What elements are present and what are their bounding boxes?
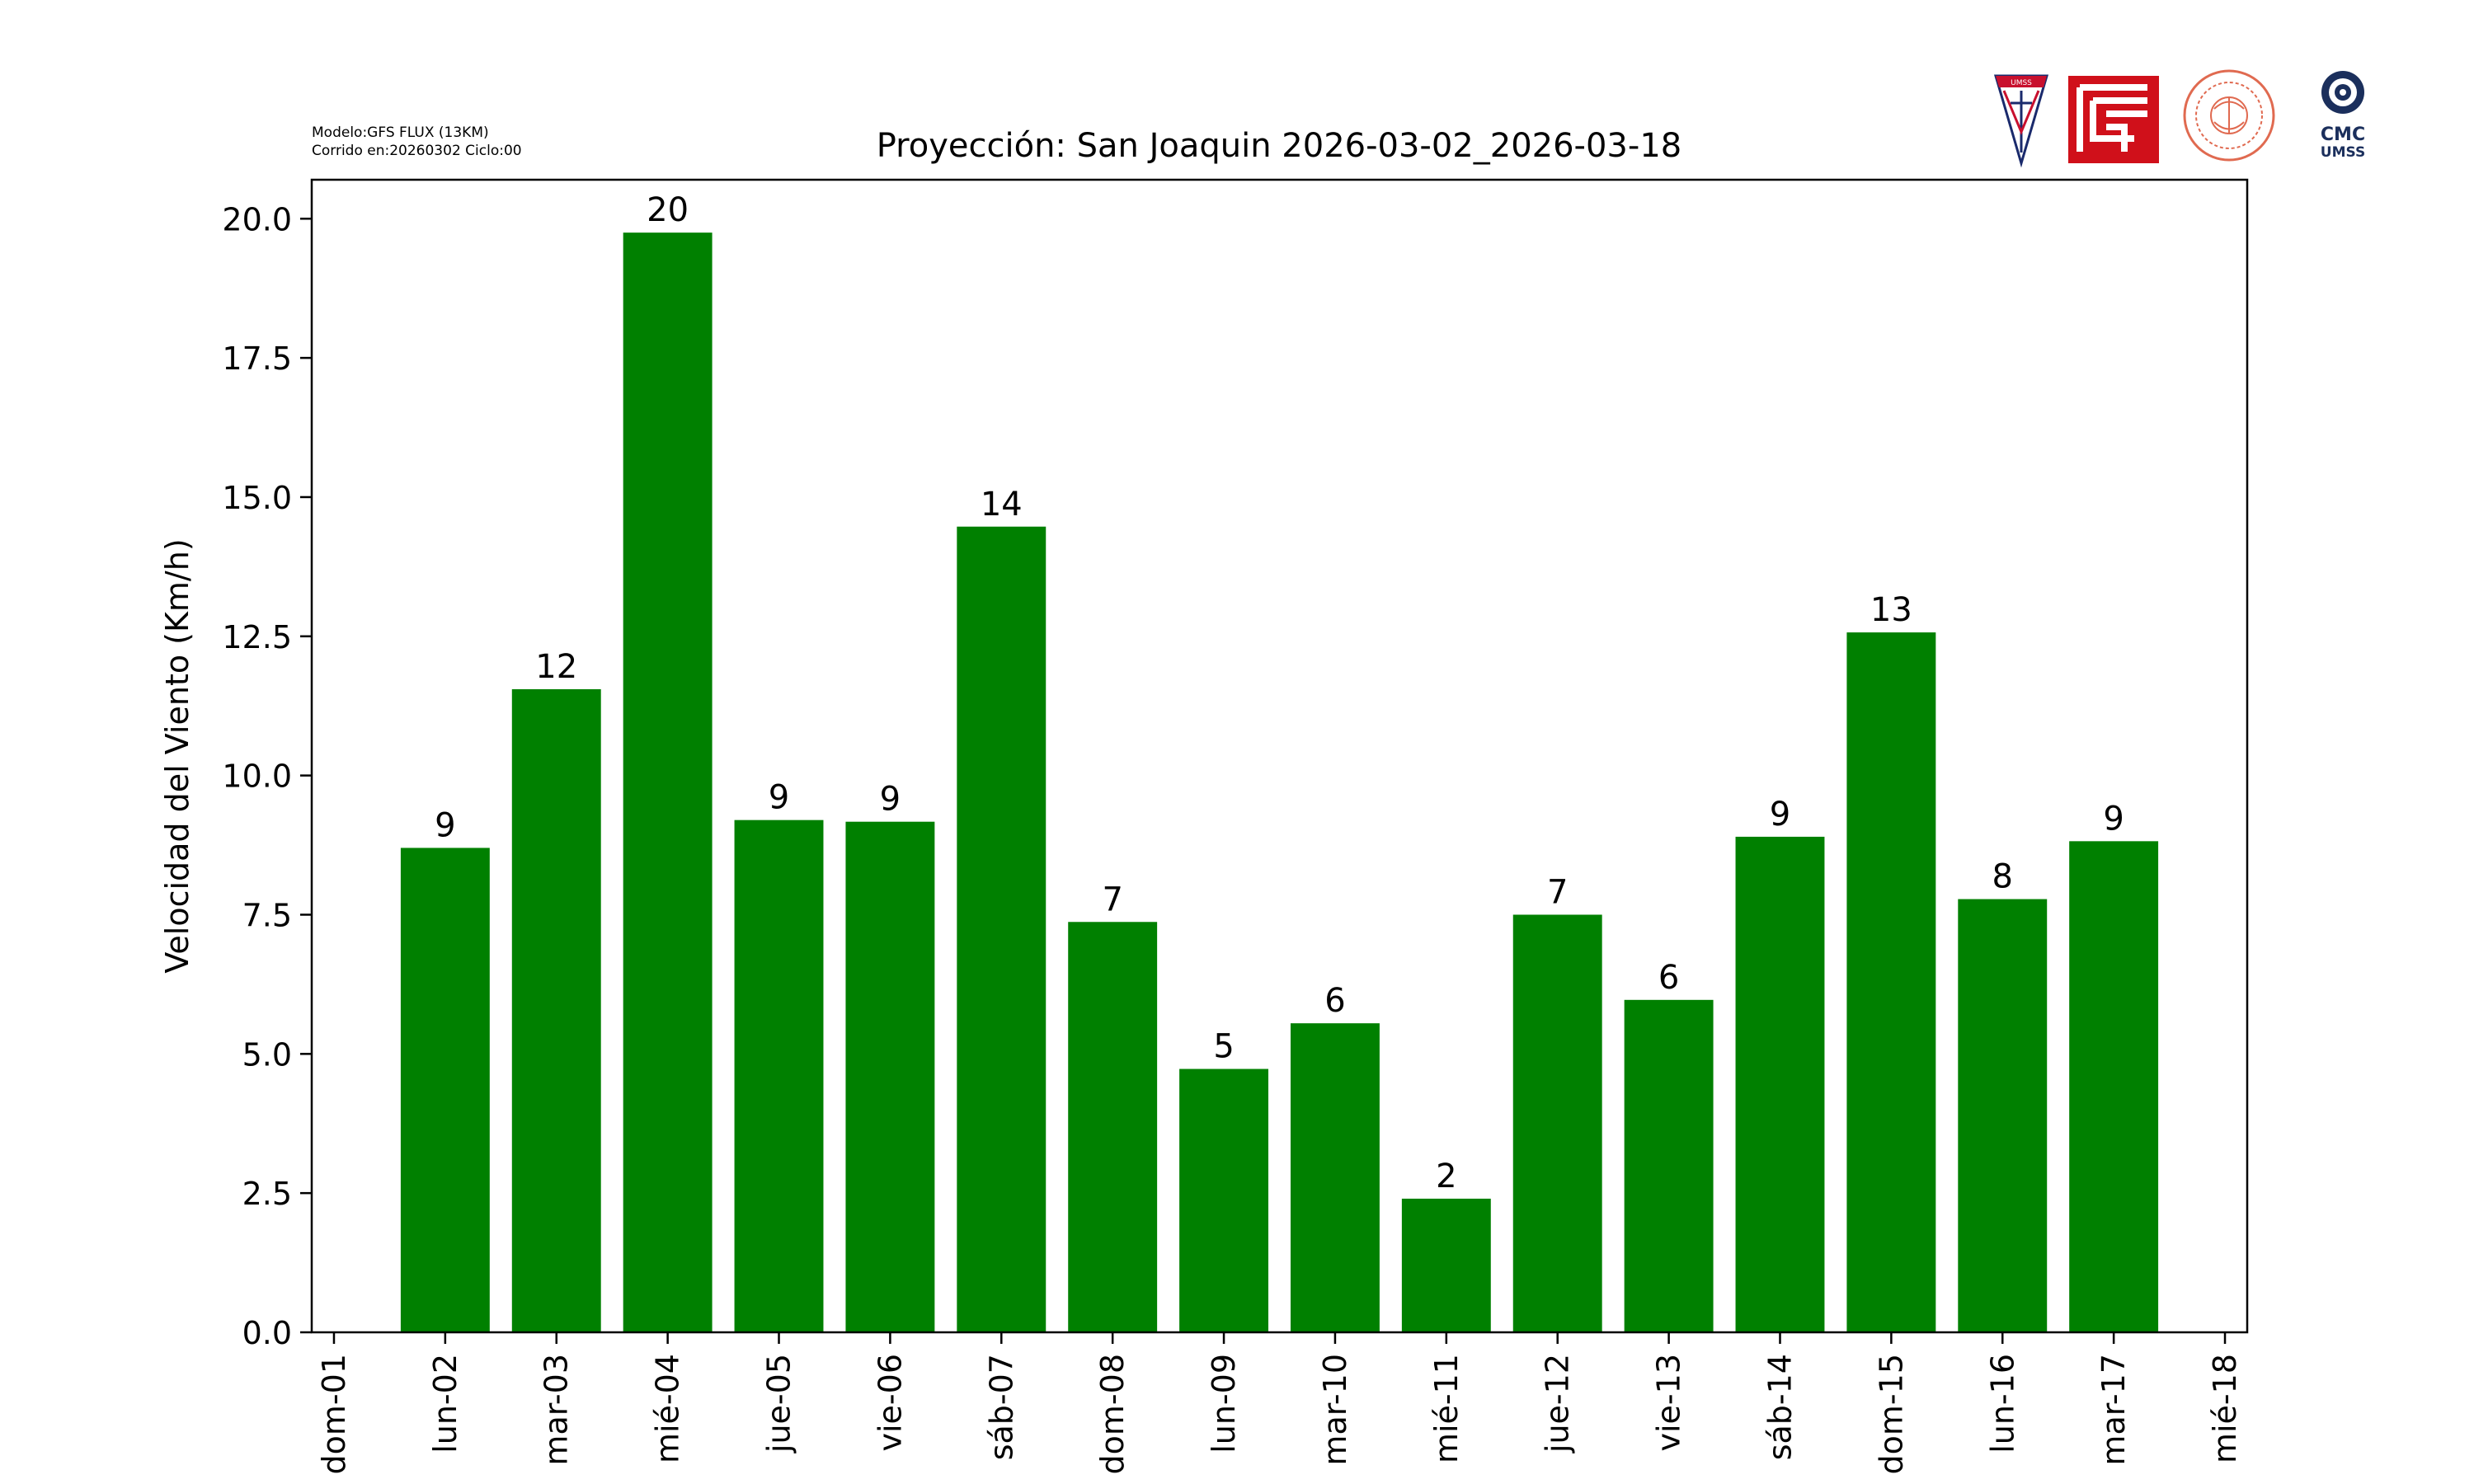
x-tick-label-mar-10: mar-10 bbox=[1317, 1354, 1353, 1466]
data-label-jue-05: 9 bbox=[769, 779, 789, 817]
department-seal-logo bbox=[2183, 69, 2275, 162]
x-tick-label-dom-08: dom-08 bbox=[1094, 1354, 1131, 1474]
y-tick-label-15.0: 15.0 bbox=[222, 480, 292, 516]
x-tick-label-jue-05: jue-05 bbox=[761, 1354, 797, 1453]
data-label-mar-03: 12 bbox=[535, 648, 577, 686]
data-label-dom-08: 7 bbox=[1102, 881, 1122, 918]
data-label-mar-10: 6 bbox=[1324, 982, 1345, 1020]
x-tick-label-mié-11: mié-11 bbox=[1428, 1354, 1465, 1463]
data-label-dom-15: 13 bbox=[1870, 591, 1912, 629]
x-tick-label-dom-01: dom-01 bbox=[316, 1354, 352, 1474]
data-label-lun-16: 8 bbox=[1992, 858, 2013, 896]
data-label-mié-04: 20 bbox=[647, 191, 689, 229]
data-label-lun-09: 5 bbox=[1213, 1028, 1234, 1066]
bar-mié-04 bbox=[623, 232, 713, 1332]
x-tick-label-vie-06: vie-06 bbox=[872, 1354, 908, 1452]
bar-sáb-14 bbox=[1735, 836, 1825, 1332]
bar-vie-13 bbox=[1624, 999, 1714, 1332]
data-label-sáb-14: 9 bbox=[1770, 796, 1790, 834]
y-tick-label-17.5: 17.5 bbox=[222, 340, 292, 377]
bar-vie-06 bbox=[845, 821, 935, 1332]
data-label-lun-02: 9 bbox=[435, 806, 455, 844]
y-tick-label-7.5: 7.5 bbox=[242, 897, 292, 933]
y-tick-label-12.5: 12.5 bbox=[222, 619, 292, 655]
faculty-logo bbox=[2068, 76, 2159, 163]
data-label-mar-17: 9 bbox=[2103, 800, 2124, 838]
bar-lun-16 bbox=[1958, 899, 2048, 1332]
data-label-mié-11: 2 bbox=[1436, 1158, 1456, 1195]
bar-lun-09 bbox=[1179, 1068, 1269, 1332]
bar-sáb-07 bbox=[957, 526, 1047, 1332]
bar-mié-11 bbox=[1401, 1198, 1491, 1332]
y-tick-label-10.0: 10.0 bbox=[222, 758, 292, 795]
data-label-vie-06: 9 bbox=[880, 781, 901, 819]
plot-frame bbox=[310, 178, 2249, 1334]
x-tick-label-vie-13: vie-13 bbox=[1651, 1354, 1687, 1452]
svg-text:CMC: CMC bbox=[2321, 124, 2365, 145]
x-tick-label-lun-16: lun-16 bbox=[1984, 1354, 2020, 1453]
chart-title: Proyección: San Joaquin 2026-03-02_2026-… bbox=[877, 127, 1681, 165]
x-tick-label-jue-12: jue-12 bbox=[1540, 1354, 1576, 1453]
x-tick-label-lun-09: lun-09 bbox=[1206, 1354, 1242, 1453]
svg-text:UMSS: UMSS bbox=[2321, 144, 2365, 161]
x-tick-label-mié-18: mié-18 bbox=[2207, 1354, 2243, 1463]
model-info: Modelo:GFS FLUX (13KM) Corrido en:202603… bbox=[312, 124, 522, 160]
bar-dom-15 bbox=[1846, 632, 1936, 1332]
x-tick-label-sáb-07: sáb-07 bbox=[983, 1354, 1019, 1460]
bar-lun-02 bbox=[400, 848, 490, 1332]
data-label-jue-12: 7 bbox=[1547, 873, 1568, 911]
svg-text:UMSS: UMSS bbox=[2011, 79, 2032, 87]
bar-mar-17 bbox=[2069, 841, 2159, 1332]
y-tick-label-20.0: 20.0 bbox=[222, 201, 292, 237]
y-axis-label: Velocidad del Viento (Km/h) bbox=[159, 538, 195, 973]
institution-logos: UMSS CMC UMSS bbox=[1993, 69, 2365, 168]
model-line: Modelo:GFS FLUX (13KM) bbox=[312, 124, 489, 141]
y-tick-label-5.0: 5.0 bbox=[242, 1036, 292, 1073]
data-label-vie-13: 6 bbox=[1658, 959, 1679, 997]
x-tick-label-sáb-14: sáb-14 bbox=[1761, 1354, 1798, 1460]
data-label-sáb-07: 14 bbox=[981, 486, 1023, 524]
bar-mar-10 bbox=[1290, 1023, 1380, 1332]
umss-shield-logo: UMSS bbox=[1993, 74, 2049, 168]
x-tick-label-mar-03: mar-03 bbox=[539, 1354, 575, 1466]
bar-jue-12 bbox=[1512, 914, 1602, 1332]
bar-jue-05 bbox=[734, 819, 824, 1332]
cmc-umss-logo: CMC UMSS bbox=[2321, 71, 2365, 161]
y-tick-label-2.5: 2.5 bbox=[242, 1176, 292, 1212]
bar-dom-08 bbox=[1068, 922, 1158, 1332]
x-tick-label-mar-17: mar-17 bbox=[2095, 1354, 2132, 1466]
y-tick-label-0.0: 0.0 bbox=[242, 1315, 292, 1351]
x-tick-label-lun-02: lun-02 bbox=[427, 1354, 463, 1453]
bar-mar-03 bbox=[511, 688, 601, 1332]
x-tick-label-mié-04: mié-04 bbox=[650, 1354, 686, 1463]
x-tick-label-dom-15: dom-15 bbox=[1873, 1354, 1909, 1474]
run-line: Corrido en:20260302 Ciclo:00 bbox=[312, 143, 522, 159]
